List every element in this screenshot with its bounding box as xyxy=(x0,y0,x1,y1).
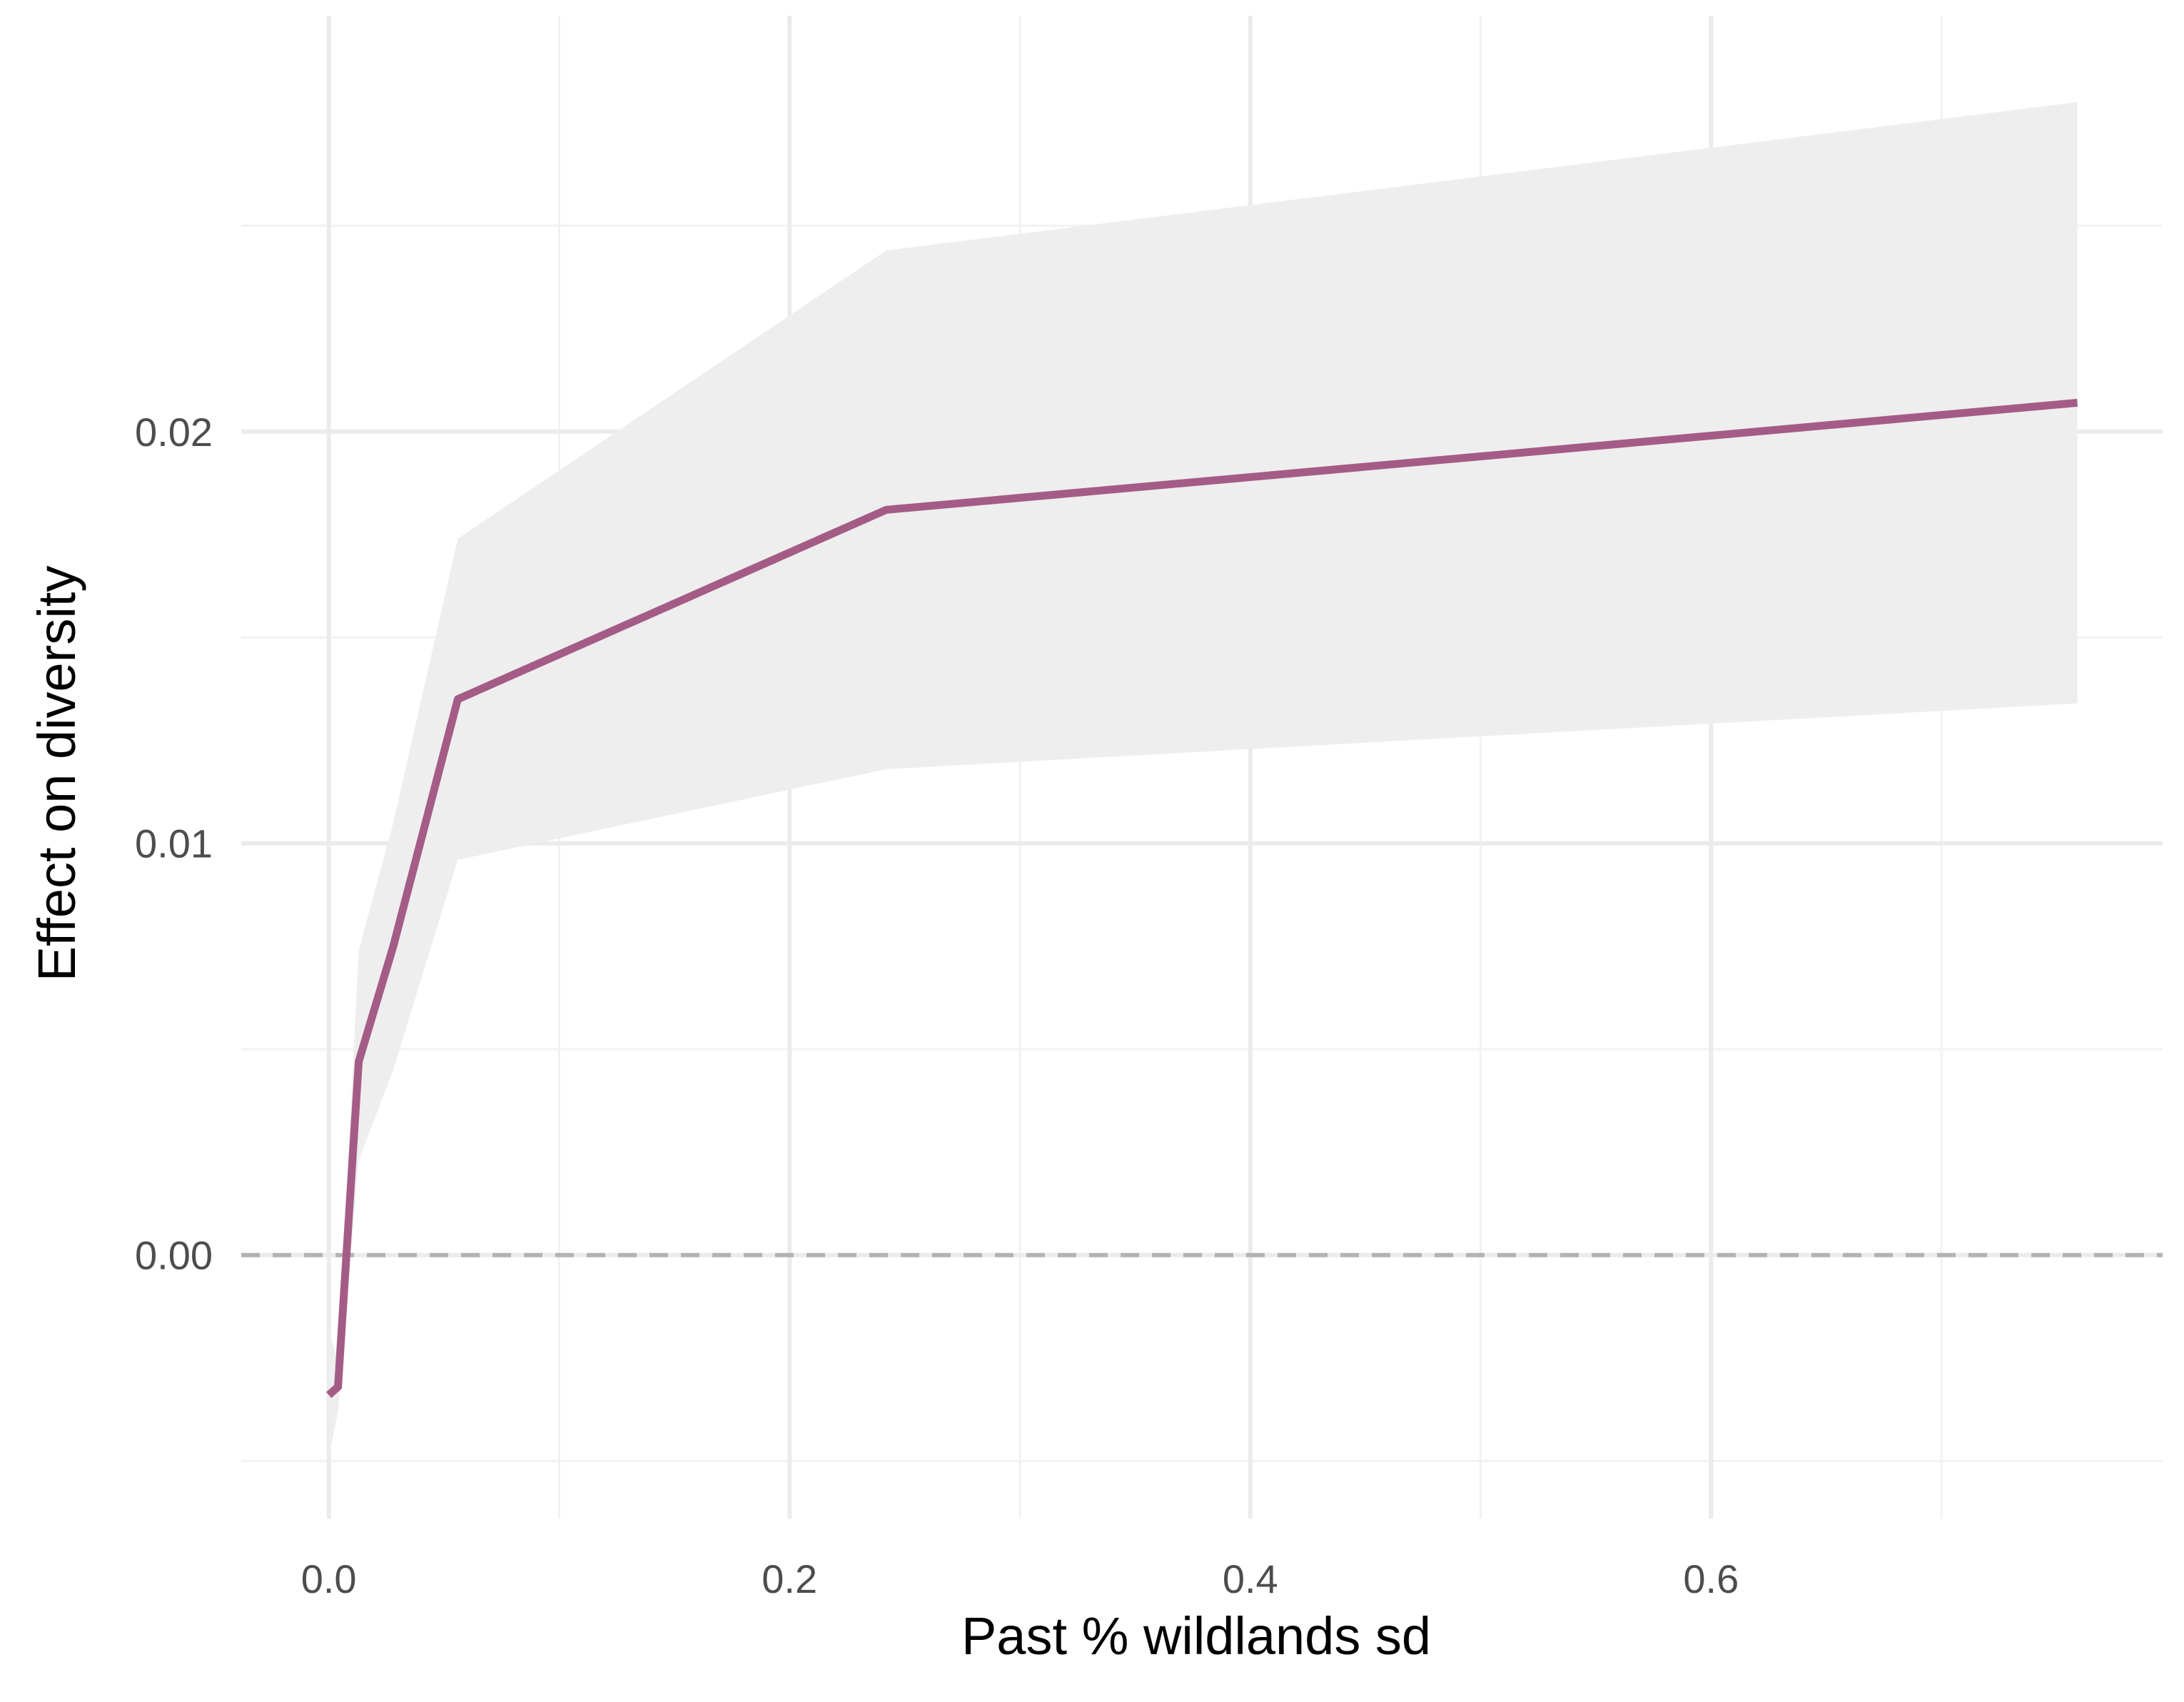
x-tick-label: 0.0 xyxy=(301,1556,357,1601)
effect-line xyxy=(325,398,2078,1399)
y-tick-label: 0.00 xyxy=(135,1233,213,1278)
x-tick-label: 0.2 xyxy=(762,1556,817,1601)
y-tick-label: 0.02 xyxy=(135,410,213,455)
x-tick-label: 0.6 xyxy=(1683,1556,1739,1601)
x-axis-title: Past % wildlands sd xyxy=(961,1606,1431,1666)
effect-line-group xyxy=(325,398,2078,1399)
y-axis-title: Effect on diversity xyxy=(27,566,86,982)
x-tick-label: 0.4 xyxy=(1223,1556,1278,1601)
tick-labels: 0.0 0.2 0.4 0.6 0.00 0.01 0.02 xyxy=(135,410,1739,1601)
y-tick-label: 0.01 xyxy=(135,821,213,866)
